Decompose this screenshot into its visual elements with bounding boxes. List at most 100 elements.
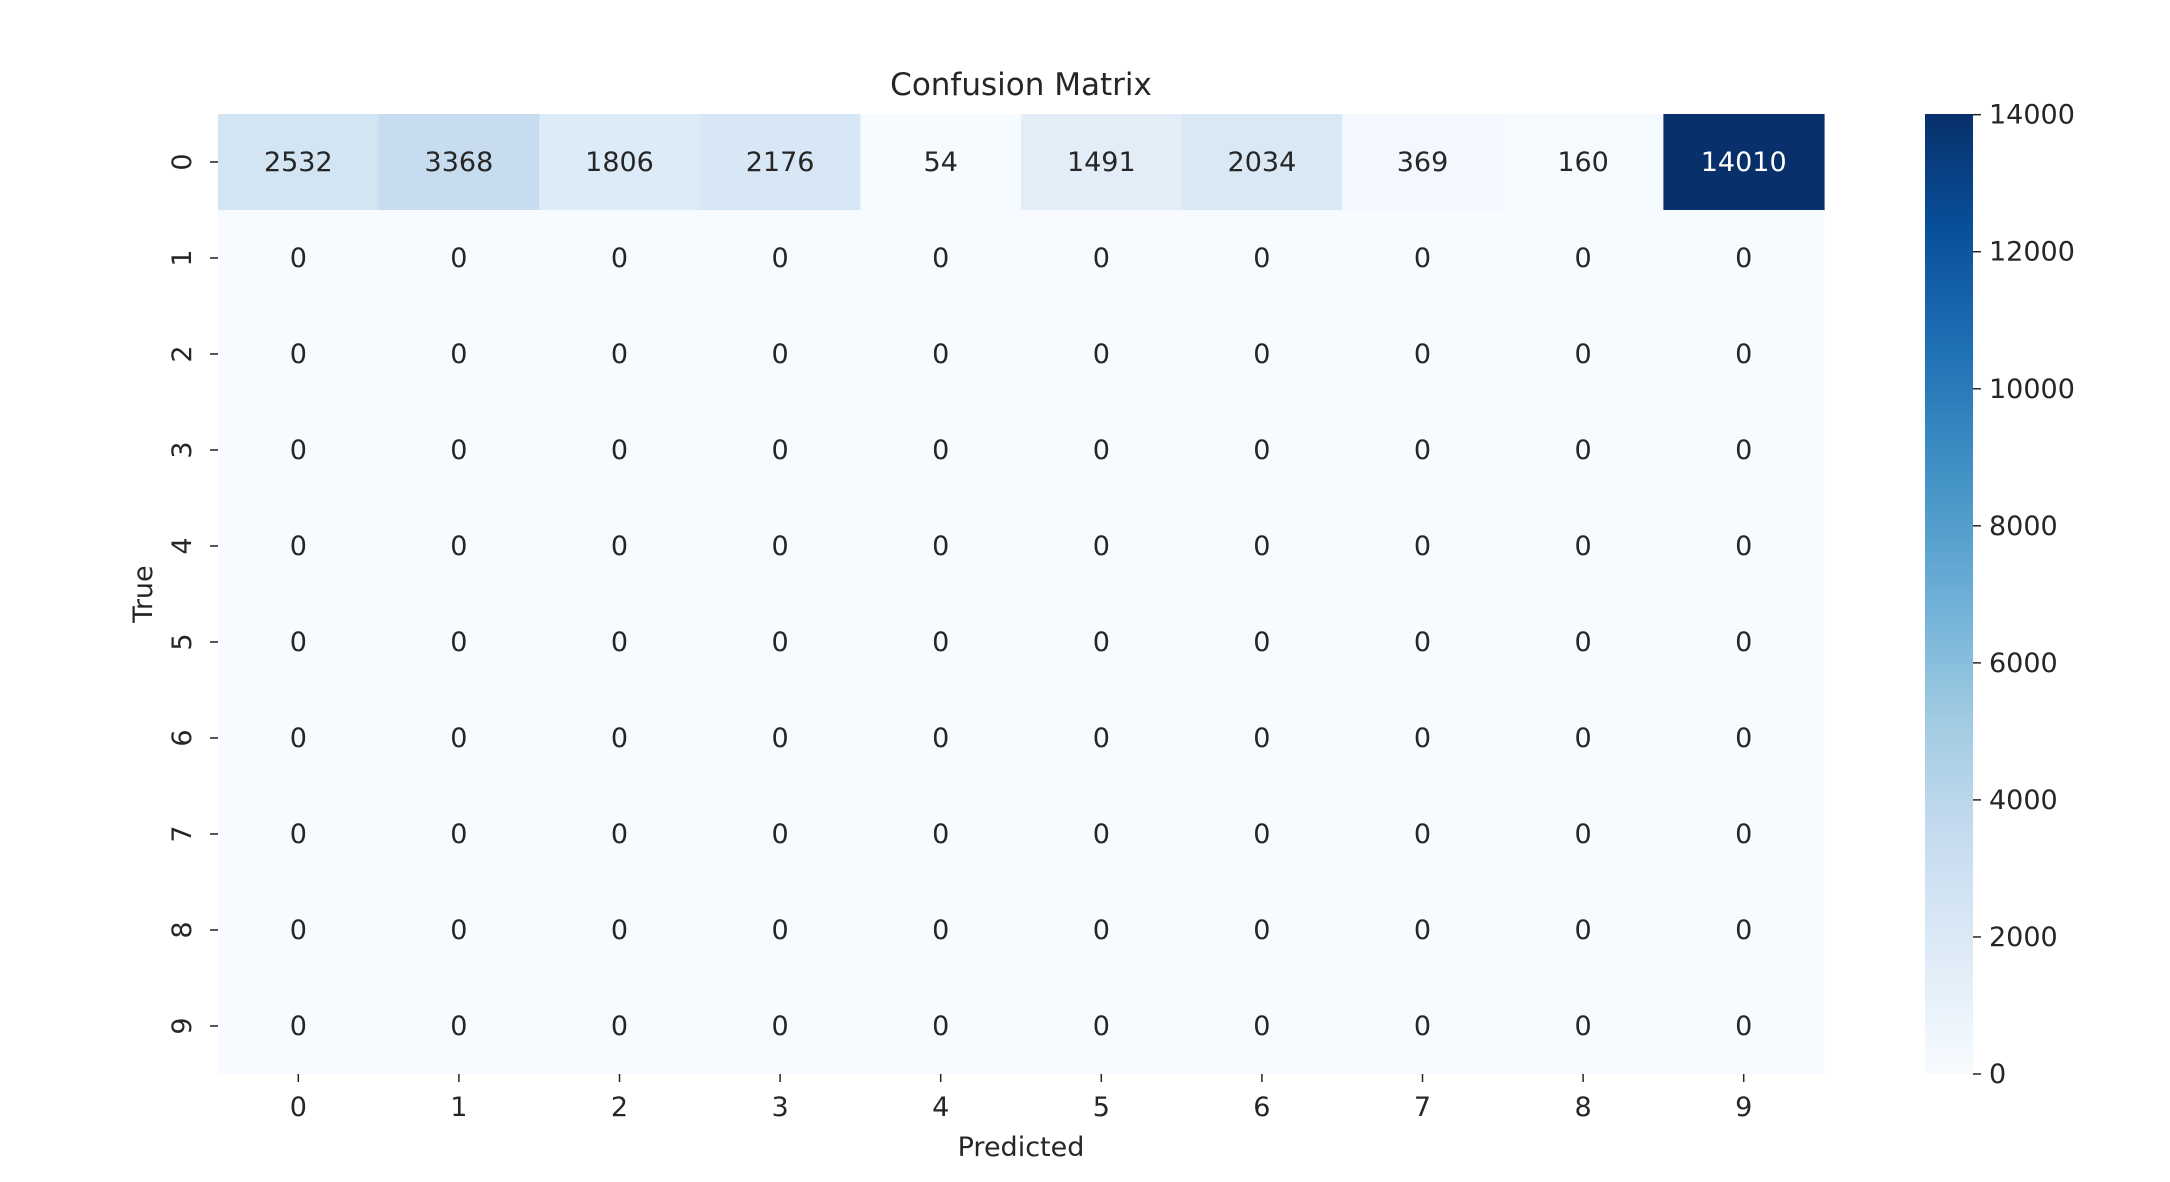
cell-value-label: 0 [932,435,949,466]
heatmap-cell [1021,882,1183,979]
heatmap-cell [1181,882,1343,979]
y-tick-label: 0 [167,153,198,170]
heatmap-cell [860,402,1022,499]
y-tick-label: 6 [167,729,198,746]
heatmap-cell [699,402,861,499]
cell-value-label: 0 [1735,723,1752,754]
heatmap-cell [699,306,861,403]
y-tick-label: 8 [167,921,198,938]
heatmap-cell [1021,498,1183,595]
cell-value-label: 0 [1414,435,1431,466]
heatmap-cell [1021,210,1183,307]
heatmap-cell [378,690,540,787]
heatmap-cell [1181,402,1343,499]
heatmap-cell [218,690,380,787]
heatmap-cell [378,978,540,1075]
cell-value-label: 0 [932,1011,949,1042]
heatmap-cell [860,114,1022,211]
heatmap-cell [1342,210,1504,307]
heatmap-cell [1342,882,1504,979]
cell-value-label: 0 [772,435,789,466]
heatmap-cell [1342,114,1504,211]
x-tick-label: 5 [1093,1092,1110,1123]
cell-value-label: 0 [932,531,949,562]
cell-value-label: 0 [772,627,789,658]
heatmap-cell [539,402,701,499]
x-tick-label: 1 [450,1092,467,1123]
heatmap-cell [378,594,540,691]
heatmap-cell [860,882,1022,979]
cell-value-label: 369 [1397,147,1449,178]
colorbar-tick-label: 12000 [1989,237,2075,268]
heatmap-cell [539,114,701,211]
heatmap-cell [218,498,380,595]
y-tick-label: 3 [167,441,198,458]
cell-value-label: 0 [1414,339,1431,370]
heatmap-cell [218,402,380,499]
cell-value-label: 0 [1253,243,1270,274]
cell-value-label: 0 [1253,627,1270,658]
heatmap-cell [860,594,1022,691]
heatmap-cell [1021,594,1183,691]
cell-value-label: 0 [1093,723,1110,754]
cell-value-label: 0 [1735,243,1752,274]
heatmap-cell [1502,978,1664,1075]
heatmap-cell [1342,690,1504,787]
cell-value-label: 0 [450,723,467,754]
heatmap-cell [1181,690,1343,787]
cell-value-label: 0 [1253,1011,1270,1042]
cell-value-label: 0 [611,915,628,946]
cell-value-label: 0 [611,627,628,658]
heatmap-cell [378,786,540,883]
cell-value-label: 160 [1557,147,1609,178]
heatmap-cell [539,594,701,691]
cell-value-label: 0 [932,819,949,850]
heatmap-cell [539,210,701,307]
heatmap-cell [378,882,540,979]
heatmap-cell [1181,594,1343,691]
heatmap-cell [1181,978,1343,1075]
x-tick-label: 6 [1253,1092,1270,1123]
colorbar [1925,114,1973,1074]
cell-value-label: 0 [450,435,467,466]
heatmap-cell [1502,882,1664,979]
cell-value-label: 0 [1093,819,1110,850]
cell-value-label: 0 [1575,243,1592,274]
heatmap-cell [539,306,701,403]
cell-value-label: 0 [1575,339,1592,370]
heatmap-cell [1663,114,1825,211]
cell-value-label: 0 [772,243,789,274]
heatmap-cell [1663,882,1825,979]
x-tick-label: 4 [932,1092,949,1123]
y-tick-label: 9 [167,1017,198,1034]
cell-value-label: 0 [1735,915,1752,946]
cell-value-label: 0 [450,915,467,946]
heatmap-cell [1663,210,1825,307]
cell-value-label: 3368 [425,147,494,178]
y-tick-label: 7 [167,825,198,842]
cell-value-label: 0 [1735,1011,1752,1042]
cell-value-label: 0 [932,339,949,370]
heatmap-cell [218,114,380,211]
heatmap-cell [860,210,1022,307]
cell-value-label: 0 [290,531,307,562]
heatmap-cell [1502,690,1664,787]
heatmap-cell [539,498,701,595]
heatmap-cell [1342,306,1504,403]
cell-value-label: 0 [1253,723,1270,754]
cell-value-label: 0 [290,915,307,946]
heatmap-cell [860,978,1022,1075]
cell-value-label: 0 [1735,339,1752,370]
cell-value-label: 0 [611,1011,628,1042]
cell-value-label: 2532 [264,147,333,178]
cell-value-label: 0 [932,243,949,274]
cell-value-label: 0 [290,627,307,658]
colorbar-ticks: 0 2000 4000 6000 8000 10000 12000 14000 [1973,100,2075,1090]
x-tick-label: 3 [772,1092,789,1123]
cell-value-label: 0 [290,819,307,850]
cell-value-label: 0 [450,531,467,562]
colorbar-tick-label: 6000 [1989,648,2058,679]
y-tick-label: 2 [167,345,198,362]
colorbar-tick-label: 10000 [1989,374,2075,405]
cell-value-label: 0 [1093,531,1110,562]
